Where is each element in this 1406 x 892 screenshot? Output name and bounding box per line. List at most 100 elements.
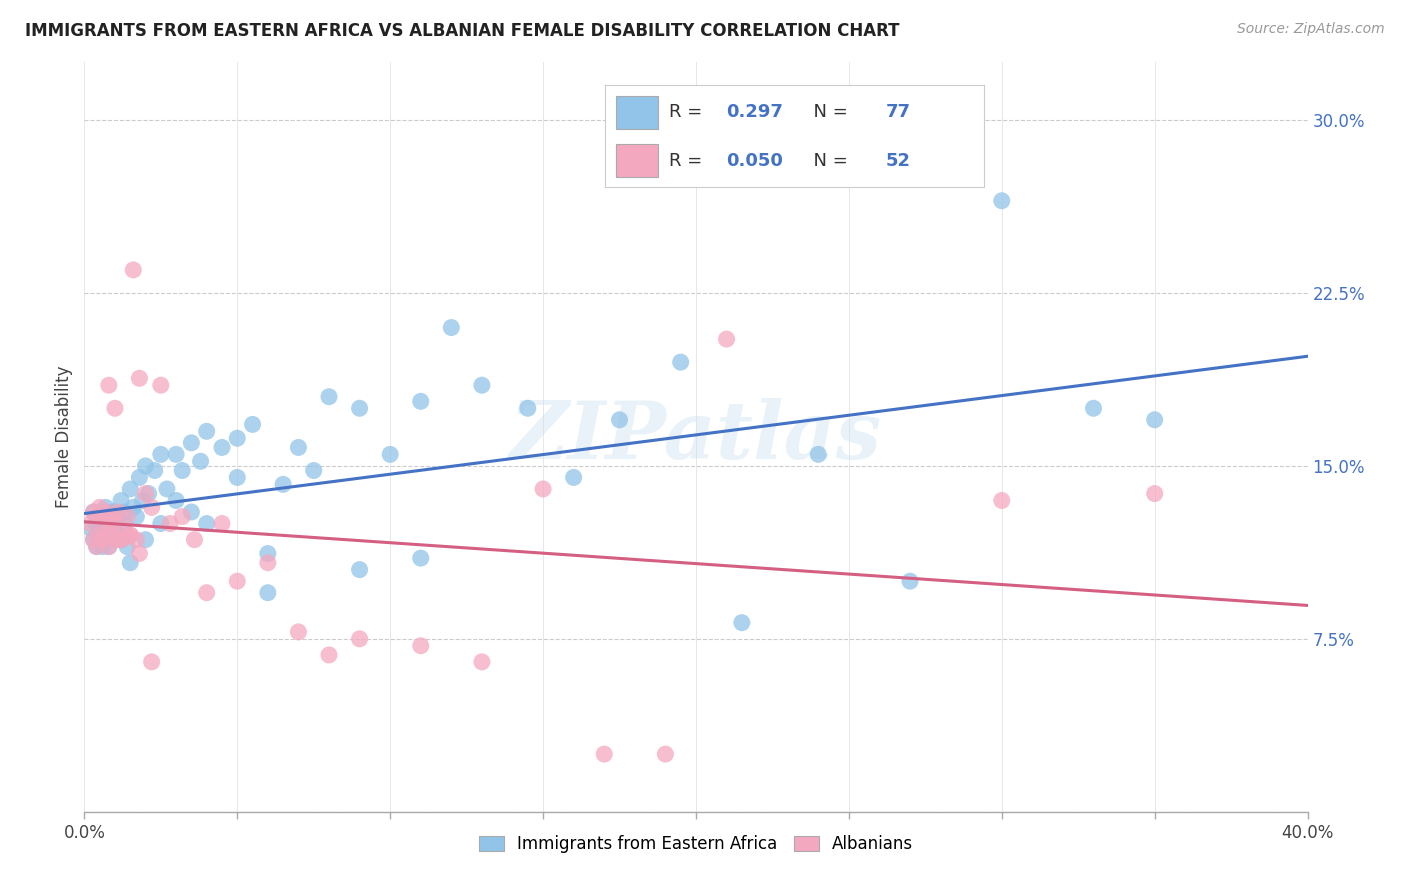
Point <box>86 540 108 554</box>
Point <box>120 556 142 570</box>
Point <box>120 528 142 542</box>
Point <box>97 528 120 542</box>
Point <box>349 632 371 646</box>
Point <box>257 556 280 570</box>
Point <box>97 509 120 524</box>
Point <box>131 493 153 508</box>
Point <box>287 441 309 455</box>
Point <box>104 401 127 416</box>
Point <box>409 639 432 653</box>
Point <box>91 533 114 547</box>
Text: 52: 52 <box>886 152 911 169</box>
Point <box>172 509 194 524</box>
Point <box>107 509 129 524</box>
Text: 0.297: 0.297 <box>725 103 783 121</box>
Point <box>125 509 148 524</box>
Point <box>141 655 163 669</box>
Point <box>149 516 172 531</box>
Point <box>94 505 117 519</box>
Point <box>318 390 340 404</box>
Point <box>135 458 157 473</box>
Point <box>97 378 120 392</box>
Text: ZIPatlas: ZIPatlas <box>510 399 882 475</box>
Point <box>86 516 108 531</box>
Point <box>125 533 148 547</box>
Point <box>380 447 402 461</box>
Point <box>94 533 117 547</box>
Text: R =: R = <box>669 103 709 121</box>
Point <box>104 533 127 547</box>
Point <box>409 394 432 409</box>
Point <box>79 516 101 531</box>
Point <box>440 320 463 334</box>
Point <box>89 533 111 547</box>
Text: Source: ZipAtlas.com: Source: ZipAtlas.com <box>1237 22 1385 37</box>
Point <box>226 574 249 589</box>
Point <box>195 425 218 439</box>
Point <box>471 378 494 392</box>
Point <box>110 493 132 508</box>
Point <box>654 747 676 761</box>
Point <box>807 447 830 461</box>
Point <box>609 413 631 427</box>
Point <box>593 747 616 761</box>
Point <box>91 540 114 554</box>
Point <box>110 533 132 547</box>
Point <box>112 524 135 538</box>
Point <box>195 585 218 599</box>
Point <box>1143 413 1166 427</box>
Point <box>159 516 181 531</box>
Y-axis label: Female Disability: Female Disability <box>55 366 73 508</box>
Point <box>104 505 127 519</box>
Point <box>101 516 124 531</box>
Point <box>195 516 218 531</box>
Point <box>86 540 108 554</box>
Point <box>135 533 157 547</box>
Point <box>104 533 127 547</box>
Point <box>89 509 111 524</box>
Point <box>91 505 114 519</box>
Point <box>122 500 145 515</box>
Point <box>531 482 554 496</box>
Point <box>89 528 111 542</box>
Point <box>128 547 150 561</box>
Point <box>226 431 249 445</box>
Point <box>104 524 127 538</box>
Point <box>91 509 114 524</box>
Point <box>79 521 101 535</box>
Point <box>128 470 150 484</box>
Point <box>97 516 120 531</box>
Point <box>115 509 138 524</box>
Point <box>226 470 249 484</box>
Point <box>120 528 142 542</box>
Point <box>107 505 129 519</box>
Point <box>716 332 738 346</box>
Point <box>115 540 138 554</box>
FancyBboxPatch shape <box>616 145 658 177</box>
Point <box>112 505 135 519</box>
Point <box>211 516 233 531</box>
Point <box>149 447 172 461</box>
Point <box>1143 486 1166 500</box>
Point <box>349 563 371 577</box>
Point <box>94 500 117 515</box>
Point <box>120 482 142 496</box>
FancyBboxPatch shape <box>616 96 658 128</box>
Point <box>101 509 124 524</box>
Point <box>94 524 117 538</box>
Point <box>156 482 179 496</box>
Point <box>110 533 132 547</box>
Point <box>190 454 212 468</box>
Point <box>287 624 309 639</box>
Point <box>180 435 202 450</box>
Point <box>242 417 264 432</box>
Point <box>83 533 105 547</box>
Point <box>991 493 1014 508</box>
Text: N =: N = <box>801 152 853 169</box>
Text: IMMIGRANTS FROM EASTERN AFRICA VS ALBANIAN FEMALE DISABILITY CORRELATION CHART: IMMIGRANTS FROM EASTERN AFRICA VS ALBANI… <box>25 22 900 40</box>
Point <box>110 533 132 547</box>
Point <box>141 500 163 515</box>
Point <box>143 463 166 477</box>
Point <box>271 477 294 491</box>
Point <box>257 585 280 599</box>
